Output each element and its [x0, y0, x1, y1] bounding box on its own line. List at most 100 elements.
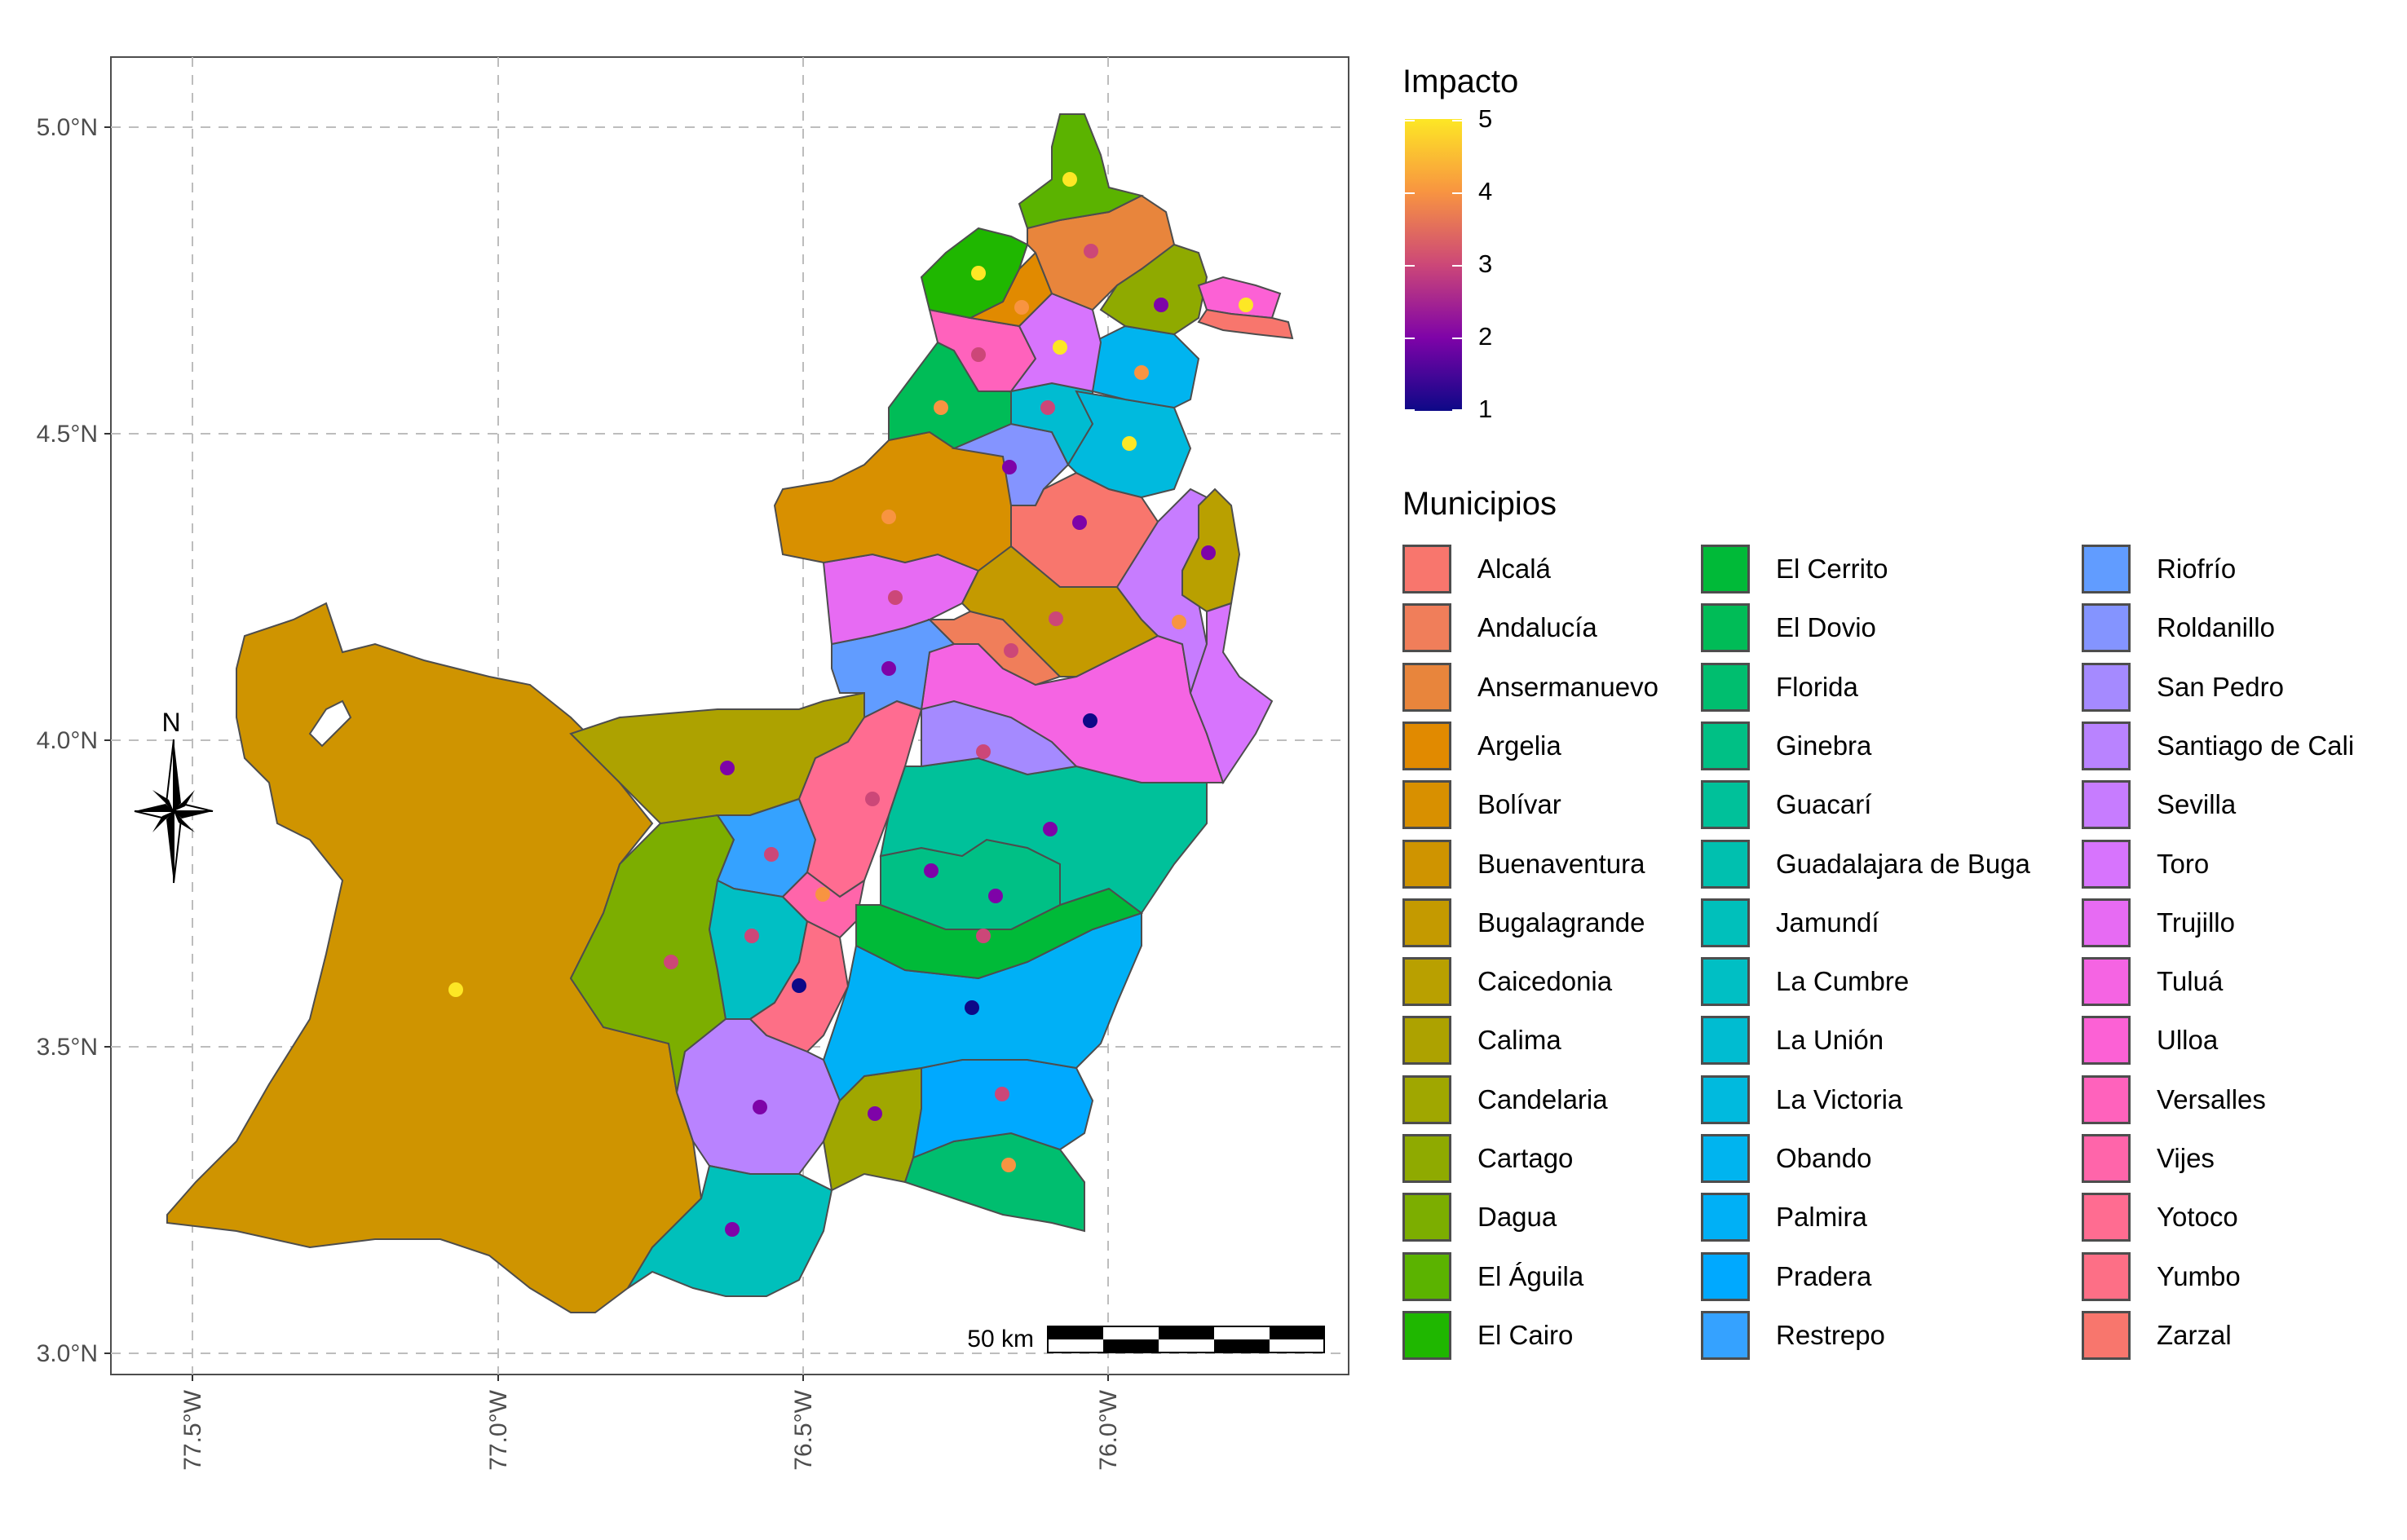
impact-point[interactable]: [865, 792, 880, 806]
region-alcala[interactable]: [1197, 308, 1294, 340]
legend-item[interactable]: Zarzal: [2082, 1309, 2232, 1361]
legend-item[interactable]: Jamundí: [1701, 897, 1879, 949]
impact-point[interactable]: [1004, 643, 1018, 658]
legend-label: Cartago: [1477, 1143, 1574, 1173]
impact-point[interactable]: [815, 887, 830, 902]
impact-point[interactable]: [1154, 298, 1168, 312]
legend-item[interactable]: Calima: [1402, 1014, 1561, 1066]
impact-point[interactable]: [888, 590, 903, 605]
impact-point[interactable]: [1134, 365, 1149, 380]
impact-point[interactable]: [965, 1000, 979, 1015]
legend-item[interactable]: Florida: [1701, 661, 1858, 713]
legend-item[interactable]: Toro: [2082, 838, 2209, 890]
legend-item[interactable]: El Águila: [1402, 1251, 1583, 1303]
impact-point[interactable]: [1083, 713, 1098, 728]
legend-label: San Pedro: [2157, 671, 2284, 702]
legend-item[interactable]: La Cumbre: [1701, 955, 1909, 1008]
impact-point[interactable]: [924, 863, 939, 878]
legend-item[interactable]: El Cairo: [1402, 1309, 1573, 1361]
impact-point[interactable]: [1049, 611, 1063, 626]
legend-swatch: [1701, 1193, 1750, 1242]
impact-point[interactable]: [1043, 822, 1058, 836]
legend-item[interactable]: Palmira: [1701, 1191, 1867, 1243]
impact-point[interactable]: [971, 347, 986, 362]
legend-item[interactable]: Sevilla: [2082, 779, 2236, 831]
legend-item[interactable]: Buenaventura: [1402, 838, 1645, 890]
impact-point[interactable]: [995, 1087, 1009, 1101]
legend-item[interactable]: Guadalajara de Buga: [1701, 838, 2030, 890]
legend-item[interactable]: Andalucía: [1402, 602, 1597, 654]
impact-point[interactable]: [1062, 172, 1077, 187]
impact-point[interactable]: [1172, 615, 1186, 629]
legend-item[interactable]: La Victoria: [1701, 1074, 1902, 1126]
impact-point[interactable]: [1122, 436, 1137, 451]
legend-item[interactable]: Argelia: [1402, 720, 1561, 772]
legend-label: Restrepo: [1776, 1319, 1885, 1350]
legend-item[interactable]: Pradera: [1701, 1251, 1871, 1303]
legend-item[interactable]: Caicedonia: [1402, 955, 1612, 1008]
impact-point[interactable]: [881, 510, 896, 524]
impact-point[interactable]: [976, 744, 991, 759]
colorbar-label: 1: [1478, 395, 1493, 423]
legend-label: El Cairo: [1477, 1319, 1574, 1350]
legend-item[interactable]: Obando: [1701, 1132, 1871, 1185]
legend-item[interactable]: Santiago de Cali: [2082, 720, 2354, 772]
legend-swatch: [1402, 1251, 1451, 1301]
legend-item[interactable]: Riofrío: [2082, 543, 2236, 595]
legend-label: Florida: [1776, 671, 1858, 702]
legend-swatch: [1701, 839, 1750, 889]
region-trujillo-east[interactable]: [1189, 602, 1274, 785]
legend-item[interactable]: Vijes: [2082, 1132, 2215, 1185]
legend-item[interactable]: La Unión: [1701, 1014, 1884, 1066]
impact-point[interactable]: [1014, 300, 1029, 315]
impact-point[interactable]: [1084, 244, 1098, 258]
legend-swatch: [1402, 1074, 1451, 1124]
legend-item[interactable]: Ulloa: [2082, 1014, 2218, 1066]
legend-item[interactable]: Restrepo: [1701, 1309, 1885, 1361]
legend-item[interactable]: Yotoco: [2082, 1191, 2238, 1243]
impact-point[interactable]: [448, 982, 463, 997]
legend-item[interactable]: Candelaria: [1402, 1074, 1608, 1126]
legend-item[interactable]: Yumbo: [2082, 1251, 2241, 1303]
legend-item[interactable]: Bolívar: [1402, 779, 1561, 831]
legend-item[interactable]: Ansermanuevo: [1402, 661, 1658, 713]
impact-point[interactable]: [1002, 460, 1017, 474]
legend-item[interactable]: Tuluá: [2082, 955, 2223, 1008]
legend-item[interactable]: San Pedro: [2082, 661, 2284, 713]
legend-item[interactable]: Guacarí: [1701, 779, 1871, 831]
impact-point[interactable]: [881, 661, 896, 676]
legend-item[interactable]: Versalles: [2082, 1074, 2266, 1126]
impact-point[interactable]: [744, 929, 759, 943]
legend-label: Zarzal: [2157, 1319, 2232, 1350]
y-tick-label: 4.0°N: [37, 727, 98, 754]
legend-item[interactable]: El Dovio: [1701, 602, 1876, 654]
legend-item[interactable]: Alcalá: [1402, 543, 1551, 595]
impact-point[interactable]: [720, 761, 735, 775]
legend-item[interactable]: Ginebra: [1701, 720, 1871, 772]
impact-point[interactable]: [971, 266, 986, 280]
impact-point[interactable]: [976, 929, 991, 943]
impact-point[interactable]: [1053, 340, 1067, 355]
impact-point[interactable]: [988, 889, 1003, 903]
legend-item[interactable]: Cartago: [1402, 1132, 1573, 1185]
impact-point[interactable]: [764, 847, 779, 862]
impact-point[interactable]: [725, 1222, 740, 1237]
impact-point[interactable]: [1239, 298, 1253, 312]
impact-point[interactable]: [664, 955, 678, 969]
impact-point[interactable]: [1072, 515, 1087, 530]
impact-point[interactable]: [934, 400, 948, 415]
legend-item[interactable]: El Cerrito: [1701, 543, 1888, 595]
legend-item[interactable]: Bugalagrande: [1402, 897, 1645, 949]
legend-swatch: [2082, 545, 2131, 593]
impact-point[interactable]: [868, 1106, 882, 1121]
impact-point[interactable]: [792, 978, 806, 993]
impact-point[interactable]: [1001, 1158, 1016, 1172]
legend-item[interactable]: Roldanillo: [2082, 602, 2275, 654]
legend-label: Vijes: [2157, 1143, 2215, 1173]
legend-item[interactable]: Trujillo: [2082, 897, 2235, 949]
impact-point[interactable]: [1040, 400, 1055, 415]
legend-item[interactable]: Dagua: [1402, 1191, 1557, 1243]
impact-point[interactable]: [1201, 545, 1216, 560]
impact-point[interactable]: [753, 1100, 767, 1114]
region-el-aguila[interactable]: [1018, 113, 1144, 230]
